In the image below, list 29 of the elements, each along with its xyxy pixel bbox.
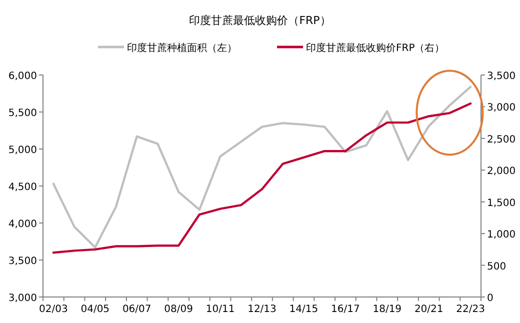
x-tick-label: 12/13 xyxy=(248,304,276,315)
x-tick-label: 18/19 xyxy=(372,304,402,315)
y-tick-label: 4,500 xyxy=(8,182,37,193)
x-tick-label: 16/17 xyxy=(331,304,360,315)
legend-label: 印度甘蔗种植面积（左） xyxy=(127,42,237,54)
x-tick-label: 06/07 xyxy=(122,304,152,315)
y2-tick-label: 3,500 xyxy=(487,71,516,82)
y-tick-label: 3,500 xyxy=(8,256,37,267)
y2-tick-label: 0 xyxy=(487,293,494,304)
y-tick-label: 5,000 xyxy=(8,145,37,156)
y2-tick-label: 1,500 xyxy=(487,198,516,209)
x-tick-label: 04/05 xyxy=(80,304,110,315)
y2-tick-label: 3,000 xyxy=(487,102,516,114)
y2-tick-label: 1,000 xyxy=(487,230,516,241)
y-tick-label: 6,000 xyxy=(8,71,37,82)
x-tick-label: 08/09 xyxy=(164,304,193,315)
legend-label: 印度甘蔗最低收购价FRP（右） xyxy=(306,42,445,54)
x-tick-label: 02/03 xyxy=(39,304,68,315)
y-tick-label: 4,000 xyxy=(8,219,37,230)
y2-tick-label: 500 xyxy=(487,261,506,272)
y2-tick-label: 2,000 xyxy=(487,166,516,178)
x-tick-label: 14/15 xyxy=(289,304,318,315)
x-tick-label: 10/11 xyxy=(206,304,235,315)
chart-title: 印度甘蔗最低收购价（FRP） xyxy=(189,14,331,27)
y-tick-label: 3,000 xyxy=(8,293,37,304)
y-tick-label: 5,500 xyxy=(8,108,37,119)
x-tick-label: 22/23 xyxy=(456,304,485,315)
y2-tick-label: 2,500 xyxy=(487,134,516,146)
x-tick-label: 20/21 xyxy=(414,304,444,315)
